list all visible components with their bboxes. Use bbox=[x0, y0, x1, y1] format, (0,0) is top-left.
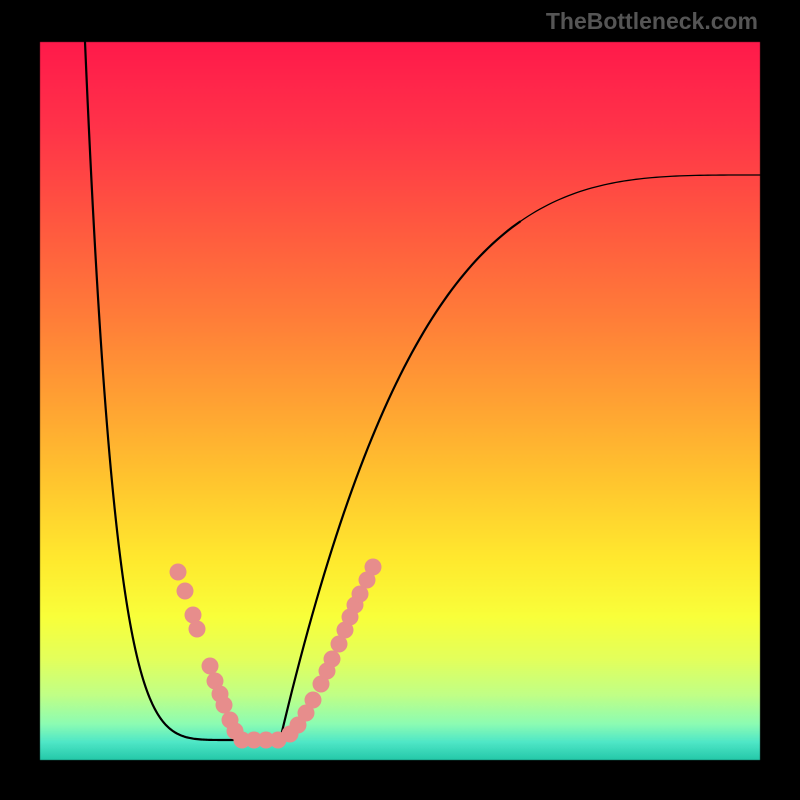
data-dot bbox=[170, 564, 187, 581]
chart-stage: TheBottleneck.com bbox=[0, 0, 800, 800]
data-dot bbox=[189, 621, 206, 638]
data-dot bbox=[305, 692, 322, 709]
data-dot bbox=[177, 583, 194, 600]
data-dot bbox=[202, 658, 219, 675]
data-dot bbox=[216, 697, 233, 714]
bottleneck-curve bbox=[85, 42, 520, 740]
curve-layer bbox=[0, 0, 800, 800]
data-dot bbox=[365, 559, 382, 576]
data-dot bbox=[324, 651, 341, 668]
watermark-text: TheBottleneck.com bbox=[546, 8, 758, 35]
data-dots bbox=[170, 559, 382, 749]
bottleneck-curve-tail bbox=[520, 175, 760, 222]
